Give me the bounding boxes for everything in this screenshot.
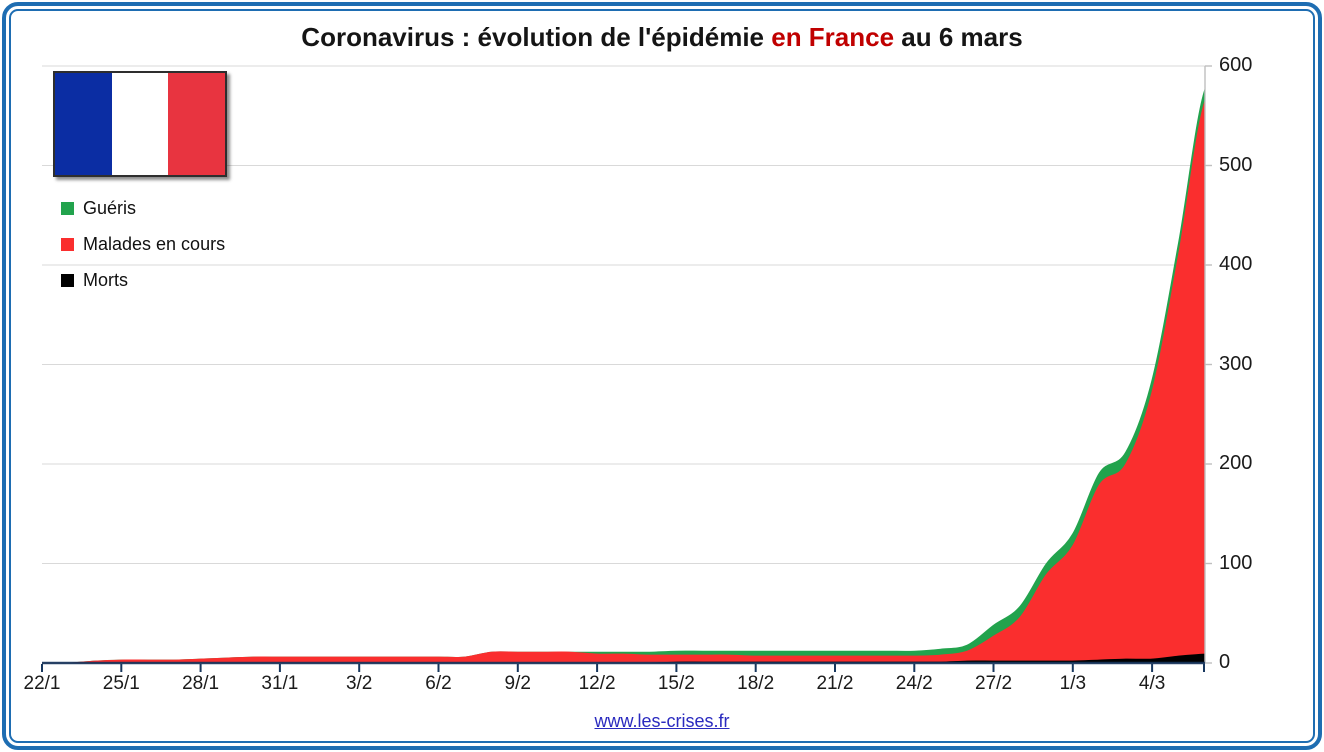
x-axis-label-22-1: 22/1: [23, 673, 61, 694]
y-axis-label-300: 300: [1219, 352, 1253, 375]
chart-title: Coronavirus : évolution de l'épidémie en…: [0, 22, 1324, 53]
france-flag: [53, 71, 227, 177]
x-axis-label-15-2: 15/2: [657, 673, 695, 694]
chart-title-part1: Coronavirus : évolution de l'épidémie: [301, 22, 772, 52]
malades-swatch-icon: [61, 237, 74, 251]
x-axis-label-18-2: 18/2: [737, 673, 775, 694]
legend-item-gueris: Guéris: [61, 190, 225, 226]
x-axis-label-27-2: 27/2: [975, 673, 1013, 694]
x-axis-label-4-3: 4/3: [1138, 673, 1166, 694]
x-axis-label-12-2: 12/2: [578, 673, 616, 694]
x-axis-label-9-2: 9/2: [504, 673, 531, 694]
legend-label: Malades en cours: [83, 233, 226, 254]
legend-item-malades: Malades en cours: [61, 226, 225, 262]
flag-stripe-white: [111, 73, 169, 175]
x-axis-label-6-2: 6/2: [425, 673, 452, 694]
y-axis-label-100: 100: [1219, 551, 1253, 574]
area-malades-en-cours: [41, 100, 1206, 664]
x-axis-label-3-2: 3/2: [345, 673, 373, 694]
x-axis-label-31-1: 31/1: [261, 673, 299, 694]
chart-title-part2: au 6 mars: [894, 22, 1023, 52]
gueris-swatch-icon: [61, 201, 74, 215]
y-axis-label-200: 200: [1219, 452, 1253, 475]
chart-title-highlight: en France: [771, 22, 895, 52]
stacked-area-chart: [41, 65, 1212, 672]
flag-stripe-blue: [55, 73, 112, 175]
y-axis-label-600: 600: [1219, 54, 1253, 77]
x-axis-label-28-1: 28/1: [182, 673, 220, 694]
x-axis-label-1-3: 1/3: [1059, 673, 1087, 694]
legend-item-morts: Morts: [61, 262, 225, 298]
x-axis-label-24-2: 24/2: [895, 673, 933, 694]
les-crises-link[interactable]: www.les-crises.fr: [594, 711, 730, 731]
legend-label: Guéris: [83, 197, 137, 218]
y-axis-label-400: 400: [1219, 253, 1253, 276]
legend: Guéris Malades en cours Morts: [61, 190, 225, 298]
y-axis-label-500: 500: [1219, 153, 1253, 176]
legend-label: Morts: [83, 269, 128, 290]
x-axis-label-25-1: 25/1: [102, 673, 140, 694]
footer: www.les-crises.fr: [0, 711, 1324, 732]
morts-swatch-icon: [61, 273, 74, 287]
x-axis-label-21-2: 21/2: [816, 673, 854, 694]
flag-stripe-red: [168, 73, 226, 175]
plot-area: [41, 65, 1217, 678]
y-axis-label-0: 0: [1219, 651, 1231, 674]
